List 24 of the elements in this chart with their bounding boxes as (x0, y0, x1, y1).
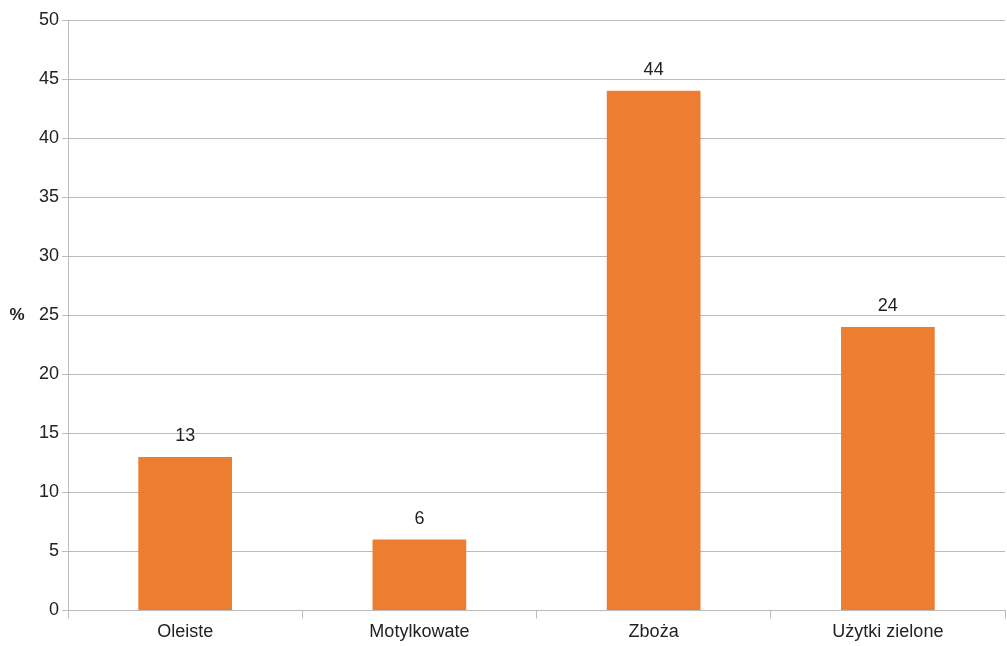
data-label: 44 (643, 58, 664, 79)
x-tick-label: Oleiste (157, 621, 214, 642)
y-axis-title: % (9, 304, 25, 324)
y-tick-label: 5 (49, 540, 60, 561)
bar (372, 539, 467, 610)
y-tick-label: 40 (38, 127, 60, 148)
y-tick-label: 35 (38, 186, 60, 207)
bar (841, 327, 935, 610)
y-tick-label: 20 (38, 363, 60, 384)
bar (138, 456, 232, 610)
x-tick-label: Motylkowate (369, 621, 470, 642)
x-tick-label: Zboża (628, 621, 680, 642)
y-tick-label: 45 (38, 68, 60, 89)
y-tick-label: 0 (49, 599, 60, 620)
y-tick-label: 15 (38, 422, 60, 443)
y-tick-label: 10 (38, 481, 60, 502)
data-label: 13 (175, 424, 196, 445)
y-tick-label: 25 (38, 304, 60, 325)
data-label: 6 (414, 507, 425, 528)
bar (606, 90, 701, 610)
data-label: 24 (877, 294, 898, 315)
y-tick-label: 30 (38, 245, 60, 266)
x-tick-label: Użytki zielone (832, 621, 944, 642)
y-tick-label: 50 (38, 8, 60, 29)
